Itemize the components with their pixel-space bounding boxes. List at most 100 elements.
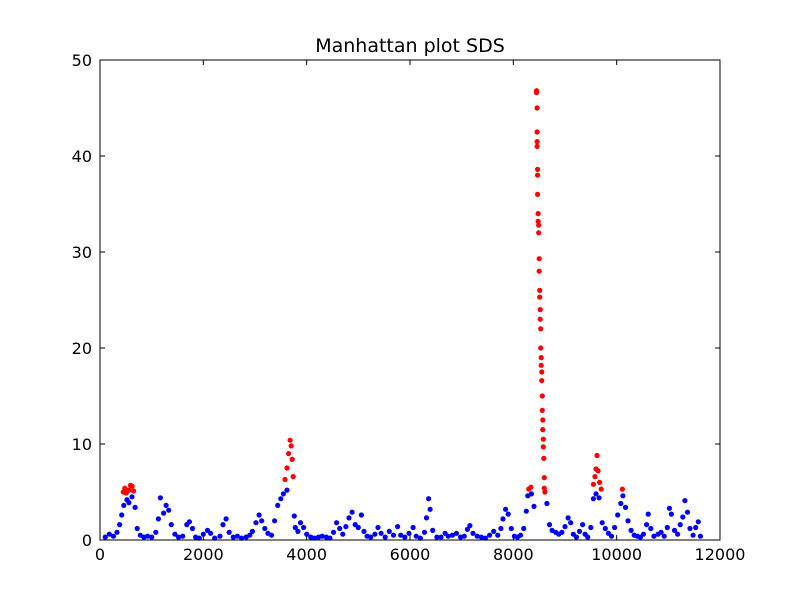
data-point <box>538 326 544 332</box>
data-point <box>378 530 384 536</box>
data-point <box>534 139 540 145</box>
data-point <box>540 436 546 442</box>
data-point <box>535 191 541 197</box>
data-point <box>640 531 647 537</box>
data-point <box>275 502 281 508</box>
data-point <box>327 535 333 541</box>
data-point <box>590 481 597 487</box>
data-point <box>645 511 651 517</box>
data-point <box>500 516 506 522</box>
data-point <box>402 534 408 540</box>
data-point <box>534 143 540 149</box>
data-point <box>521 525 527 532</box>
data-point <box>253 520 259 526</box>
data-point <box>495 532 501 538</box>
data-point <box>537 294 543 300</box>
data-point <box>534 90 540 96</box>
data-point <box>180 533 186 539</box>
data-point <box>110 533 116 539</box>
data-point <box>220 522 226 528</box>
data-point <box>311 535 317 541</box>
data-point <box>602 525 608 532</box>
data-point <box>226 529 232 535</box>
x-tick-label: 12000 <box>695 545 746 564</box>
data-point <box>144 533 151 539</box>
data-point <box>417 535 423 541</box>
data-point <box>661 533 667 539</box>
data-point <box>423 515 430 521</box>
data-point <box>208 530 214 536</box>
y-tick-label: 0 <box>82 531 92 550</box>
data-point <box>375 524 381 531</box>
data-point <box>153 529 159 535</box>
data-point <box>651 533 657 539</box>
data-point <box>223 516 229 522</box>
data-point <box>398 532 404 538</box>
data-point <box>505 511 511 517</box>
data-point <box>544 500 550 507</box>
data-point <box>648 525 654 532</box>
data-point <box>690 532 696 538</box>
data-point <box>259 518 265 524</box>
data-point <box>166 507 172 513</box>
data-point <box>534 105 540 111</box>
data-point <box>482 535 488 541</box>
ticks-layer: 0 2000 4000 6000 8000 10000 12000 0 10 20 30 40 50 <box>72 51 746 564</box>
data-point <box>434 534 440 540</box>
data-point <box>131 488 137 494</box>
data-point <box>262 525 268 532</box>
data-point <box>289 456 295 462</box>
data-point <box>200 531 206 537</box>
data-point <box>478 534 484 540</box>
data-point <box>595 468 601 474</box>
data-point <box>121 502 127 508</box>
data-point <box>149 534 155 540</box>
data-point <box>470 530 476 536</box>
points-layer <box>102 88 704 541</box>
x-tick-label: 4000 <box>286 545 327 564</box>
data-point <box>284 487 290 493</box>
data-point <box>186 519 192 525</box>
data-point <box>644 522 650 528</box>
data-point <box>290 474 296 480</box>
data-point <box>620 493 626 499</box>
y-tick-label: 10 <box>72 435 92 454</box>
data-point <box>337 525 343 532</box>
data-point <box>297 520 304 526</box>
data-point <box>343 524 349 530</box>
data-point <box>358 512 364 518</box>
data-point <box>249 528 255 535</box>
data-point <box>301 524 307 531</box>
data-point <box>618 500 624 507</box>
data-point <box>622 504 629 510</box>
chart-title: Manhattan plot SDS <box>315 35 505 57</box>
data-point <box>161 510 167 516</box>
data-point <box>541 455 547 461</box>
x-tick-label: 8000 <box>493 545 534 564</box>
data-point <box>531 503 537 509</box>
data-point <box>421 529 428 535</box>
data-point <box>372 531 378 537</box>
data-point <box>129 483 135 489</box>
data-point <box>695 519 701 525</box>
data-point <box>461 533 467 539</box>
data-point <box>395 524 401 530</box>
data-point <box>382 534 388 540</box>
data-point <box>239 535 245 541</box>
data-point <box>666 505 673 511</box>
data-point <box>126 487 132 493</box>
plot-frame <box>99 59 721 541</box>
data-point <box>247 532 253 538</box>
data-point <box>272 518 278 524</box>
data-point <box>295 528 301 535</box>
data-point <box>426 496 432 502</box>
data-point <box>541 475 547 481</box>
data-point <box>615 512 621 518</box>
data-point <box>546 522 553 528</box>
data-point <box>594 452 600 459</box>
data-point <box>427 506 433 512</box>
data-point <box>234 533 240 539</box>
data-point <box>503 506 509 512</box>
data-point <box>658 529 664 535</box>
